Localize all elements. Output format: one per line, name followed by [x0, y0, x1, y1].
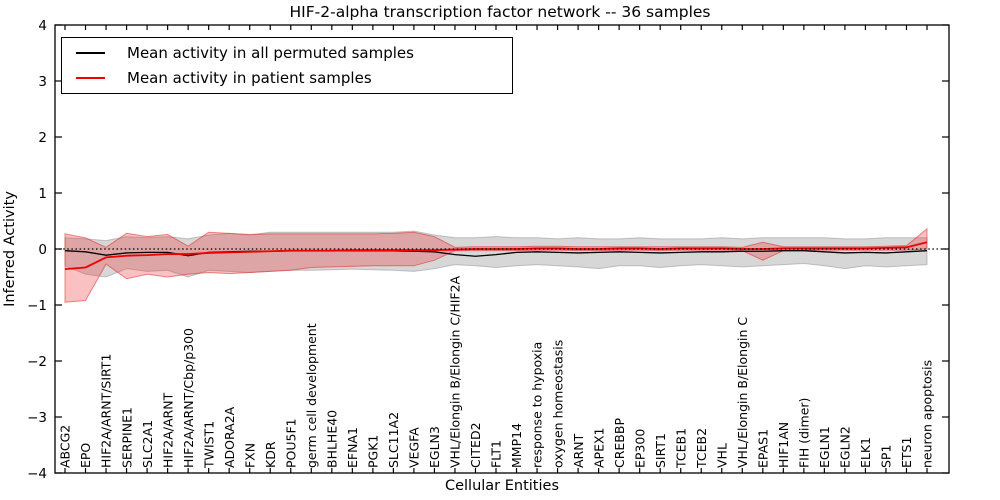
y-tick-label: −1	[27, 298, 47, 314]
x-category-label: SIRT1	[653, 433, 668, 468]
legend-item-patient: Mean activity in patient samples	[76, 69, 512, 87]
y-tick-label: −2	[27, 354, 47, 370]
x-category-label: VHL/Elongin B/Elongin C/HIF2A	[448, 275, 463, 468]
x-category-label: ELK1	[858, 437, 873, 468]
x-category-label: EPO	[78, 443, 93, 468]
x-category-label: HIF2A/ARNT/SIRT1	[99, 354, 114, 468]
legend-item-permuted: Mean activity in all permuted samples	[76, 44, 512, 62]
x-category-label: FXN	[242, 443, 257, 468]
x-category-label: ARNT	[571, 433, 586, 468]
x-category-label: SLC2A1	[140, 420, 155, 468]
x-axis-label: Cellular Entities	[444, 478, 560, 494]
y-axis-label: Inferred Activity	[2, 191, 18, 307]
x-category-label: PGK1	[366, 435, 381, 468]
confidence-band	[64, 227, 928, 303]
x-category-label: ETS1	[899, 437, 914, 468]
y-tick-label: −3	[27, 410, 47, 426]
x-category-label: HIF2A/ARNT/Cbp/p300	[181, 328, 196, 468]
x-category-label: neuron apoptosis	[920, 360, 935, 468]
x-category-label: HIF1AN	[776, 422, 791, 468]
x-category-label: ADORA2A	[222, 406, 237, 468]
y-tick-label: 3	[38, 74, 47, 90]
x-category-label: SLC11A2	[386, 412, 401, 468]
permuted-line-swatch	[76, 52, 105, 55]
y-tick-label: 4	[38, 18, 47, 34]
legend-label: Mean activity in patient samples	[127, 68, 372, 87]
x-category-label: POU5F1	[283, 418, 298, 468]
x-category-label: VHL	[714, 443, 729, 468]
chart-title: HIF-2-alpha transcription factor network…	[289, 3, 711, 21]
x-category-label: FLT1	[489, 440, 504, 468]
x-category-label: EGLN1	[817, 426, 832, 468]
series-line	[64, 241, 928, 271]
x-category-label: EGLN3	[427, 426, 442, 468]
x-category-label: KDR	[263, 441, 278, 468]
x-category-label: SP1	[879, 445, 894, 468]
x-category-label: SERPINE1	[119, 407, 134, 468]
x-category-label: EFNA1	[345, 427, 360, 468]
x-category-label: EPAS1	[756, 429, 771, 468]
y-tick-label: −4	[27, 466, 47, 482]
x-category-label: ABCG2	[58, 425, 73, 468]
x-category-label: response to hypoxia	[530, 342, 545, 468]
y-tick-label: 2	[38, 130, 47, 146]
legend-label: Mean activity in all permuted samples	[127, 44, 414, 63]
x-category-label: EP300	[632, 429, 647, 468]
y-tick-label: 1	[38, 186, 47, 202]
legend-box: Mean activity in all permuted samples Me…	[61, 37, 513, 94]
x-category-label: VEGFA	[407, 427, 422, 468]
x-category-label: VHL/Elongin B/Elongin C	[735, 317, 750, 468]
x-category-label: CITED2	[468, 422, 483, 468]
x-category-label: APEX1	[591, 427, 606, 468]
x-category-label: germ cell development	[304, 323, 319, 468]
x-category-label: HIF2A/ARNT	[160, 392, 175, 468]
x-category-label: TCEB1	[673, 428, 688, 469]
x-category-label: FIH (dimer)	[797, 398, 812, 468]
x-category-label: oxygen homeostasis	[550, 340, 565, 468]
patient-line-swatch	[76, 76, 105, 79]
x-category-label: CREBBP	[612, 418, 627, 468]
x-category-label: BHLHE40	[325, 410, 340, 468]
y-tick-label: 0	[38, 242, 47, 258]
x-category-label: MMP14	[509, 423, 524, 468]
x-category-label: TWIST1	[201, 421, 216, 469]
x-category-label: EGLN2	[838, 426, 853, 468]
x-category-label: TCEB2	[694, 428, 709, 469]
